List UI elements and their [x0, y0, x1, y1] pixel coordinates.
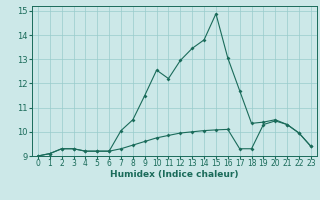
X-axis label: Humidex (Indice chaleur): Humidex (Indice chaleur) [110, 170, 239, 179]
